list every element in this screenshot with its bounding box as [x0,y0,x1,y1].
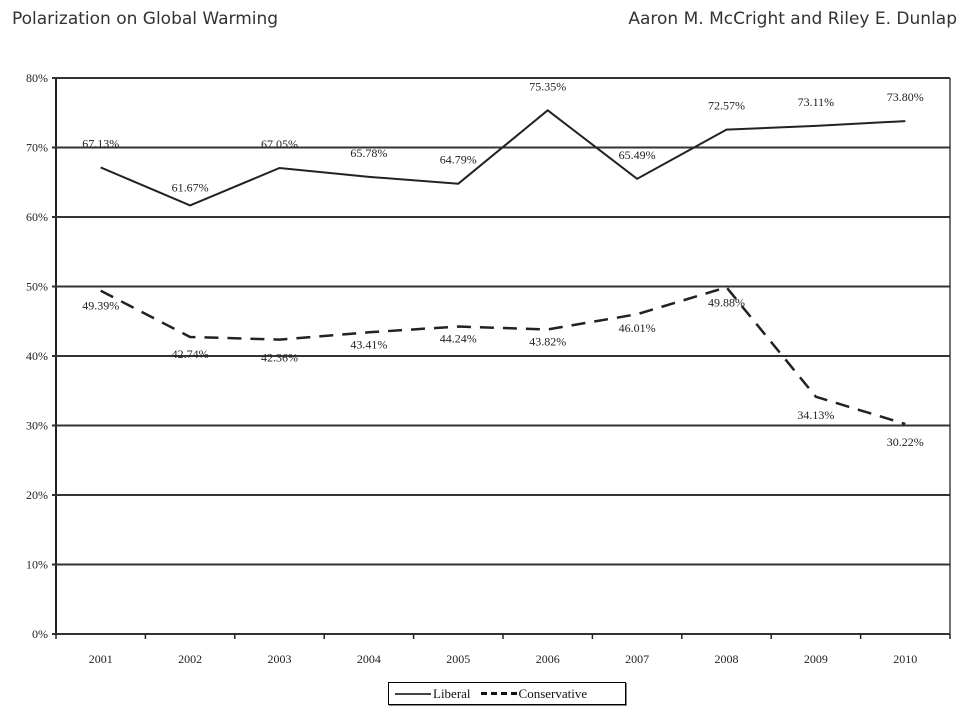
data-label-liberal: 75.35% [529,79,566,93]
x-axis-ticks: 2001 2002 2003 2004 2005 2006 2007 2008 2009 2010 [55,634,951,666]
series-line-liberal [100,109,906,207]
y-tick-label: 10% [26,558,48,572]
data-label-conservative: 30.22% [887,435,924,449]
data-label-liberal: 73.80% [887,90,924,104]
x-tick-label: 2008 [715,652,739,666]
data-label-conservative: 42.74% [172,347,209,361]
x-tick-label: 2002 [178,652,202,666]
legend-swatch-liberal [395,692,431,695]
x-tick-label: 2007 [625,652,649,666]
data-label-liberal: 65.78% [350,146,387,160]
x-tick-label: 2010 [893,652,917,666]
y-axis-ticks: 0% 10% 20% 30% 40% 50% 60% 70% 80% [26,71,48,641]
chart-title: Polarization on Global Warming [12,9,279,29]
data-label-conservative: 49.39% [82,299,119,313]
series-lines [100,109,906,426]
data-label-conservative: 42.36% [261,351,298,365]
y-tick-label: 70% [26,141,48,155]
y-tick-label: 60% [26,210,48,224]
y-tick-label: 80% [26,71,48,85]
x-tick-label: 2006 [536,652,560,666]
y-tick-label: 30% [26,419,48,433]
y-tick-label: 20% [26,488,48,502]
x-tick-label: 2003 [268,652,292,666]
chart-authors: Aaron M. McCright and Riley E. Dunlap [628,9,957,29]
data-label-liberal: 73.11% [798,95,835,109]
data-label-conservative: 49.88% [708,295,745,309]
data-labels: 67.13% 61.67% 67.05% 65.78% 64.79% 75.35% 65.4… [82,79,924,449]
data-label-liberal: 72.57% [708,99,745,113]
data-label-liberal: 64.79% [440,153,477,167]
data-label-liberal: 67.05% [261,137,298,151]
series-line-conservative [100,285,906,426]
data-label-liberal: 67.13% [82,136,119,150]
data-label-conservative: 44.24% [440,332,477,346]
legend-label-liberal: Liberal [433,685,471,701]
data-label-conservative: 43.41% [350,337,387,351]
data-label-conservative: 34.13% [797,408,834,422]
legend-label-conservative: Conservative [518,685,588,701]
legend-swatch-conservative [480,692,517,695]
data-label-conservative: 43.82% [529,334,566,348]
data-label-conservative: 46.01% [619,321,656,335]
legend: Liberal Conservative [388,682,626,705]
x-tick-label: 2005 [446,652,470,666]
data-label-liberal: 61.67% [172,180,209,194]
y-tick-label: 50% [26,280,48,294]
data-label-liberal: 65.49% [619,148,656,162]
x-tick-label: 2009 [804,652,828,666]
y-tick-label: 0% [32,627,48,641]
x-tick-label: 2004 [357,652,381,666]
x-tick-label: 2001 [89,652,113,666]
y-tick-label: 40% [26,349,48,363]
